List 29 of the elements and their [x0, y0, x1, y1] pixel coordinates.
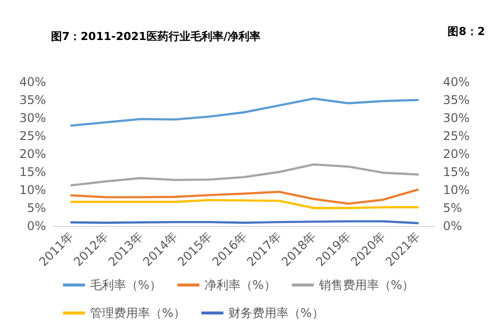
y2-tick-label: 25%: [443, 129, 470, 143]
y-tick-label: 5%: [26, 201, 46, 215]
y2-tick-label: 30%: [443, 111, 470, 125]
y2-tick-label: 0%: [443, 219, 462, 233]
y-tick-label: 10%: [19, 183, 46, 197]
y-tick-label: 30%: [19, 111, 46, 125]
y2-tick-label: 40%: [443, 75, 470, 89]
line-series: [70, 163, 419, 186]
y-tick-label: 40%: [19, 75, 46, 89]
y2-tick-label: 10%: [443, 183, 470, 197]
y-tick-label: 35%: [19, 93, 46, 107]
chart-title: 图7：2011-2021医药行业毛利率/净利率: [51, 30, 260, 43]
line-series: [70, 198, 419, 210]
line-series: [70, 97, 419, 127]
y-tick-label: 0%: [26, 219, 46, 233]
y2-tick-label: 5%: [443, 201, 462, 215]
y2-tick-label: 20%: [443, 147, 470, 161]
y-tick-label: 20%: [19, 147, 46, 161]
y-tick-label: 25%: [19, 129, 46, 143]
legend-label: 毛利率（%）: [90, 278, 162, 292]
legend-label: 净利率（%）: [204, 278, 276, 292]
legend-label: 财务费用率（%）: [228, 306, 324, 320]
legend-label: 销售费用率（%）: [318, 278, 414, 292]
legend-label: 管理费用率（%）: [90, 306, 186, 320]
y2-tick-label: 35%: [443, 93, 470, 107]
y-tick-label: 15%: [19, 165, 46, 179]
y2-tick-label: 15%: [443, 165, 470, 179]
line-series: [70, 188, 419, 205]
caption: 图8：2: [448, 25, 486, 38]
